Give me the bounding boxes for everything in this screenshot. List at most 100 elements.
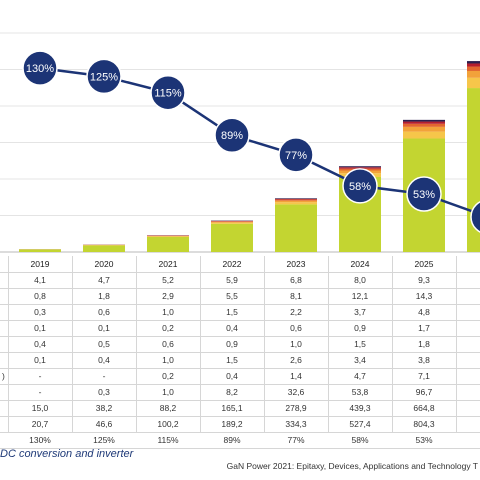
bar-segment <box>403 123 445 127</box>
table-cell: 278,9 <box>285 403 307 413</box>
table-cell: 165,1 <box>221 403 243 413</box>
bar-segment <box>275 199 317 201</box>
table-cell: 15,0 <box>31 403 49 413</box>
table-cell: 9 <box>456 400 480 416</box>
bar-segment <box>275 198 317 199</box>
table-cell: 664,8 <box>413 403 435 413</box>
table-cell: 0,4 <box>226 371 238 381</box>
table-cell: 5,9 <box>226 275 238 285</box>
table-cell: 0,6 <box>162 339 174 349</box>
table-cell <box>456 368 480 384</box>
year-header: 2 <box>456 256 480 272</box>
growth-marker <box>150 74 186 111</box>
growth-label: 89% <box>221 130 243 142</box>
table-cell <box>456 288 480 304</box>
table-row: 0,3 0,6 1,0 1,5 2,2 3,7 4,8 <box>0 304 480 321</box>
table-divider <box>72 256 73 432</box>
table-divider <box>136 256 137 432</box>
table-cell: 334,3 <box>285 419 307 429</box>
table-cell: 0,1 <box>98 323 110 333</box>
table-cell: 5,5 <box>226 291 238 301</box>
bar-segment <box>275 200 317 203</box>
table-row: 0,4 0,5 0,6 0,9 1,0 1,5 1,8 <box>0 336 480 353</box>
year-header: 2025 <box>414 259 434 269</box>
bar-segment <box>403 119 445 122</box>
growth-marker <box>470 201 480 233</box>
table-cell: 6,8 <box>290 275 302 285</box>
bar-segment <box>211 221 253 222</box>
table-cell: 1,8 <box>98 291 110 301</box>
table-divider <box>8 256 9 432</box>
chart-caption: DC conversion and inverter <box>0 448 134 460</box>
table-cell: 0,6 <box>290 323 302 333</box>
table-cell: 4,7 <box>98 275 110 285</box>
table-cell: 115% <box>157 435 179 445</box>
table-row: 0,8 1,8 2,9 5,5 8,1 12,1 14,3 <box>0 288 480 305</box>
table-row: - 0,3 1,0 8,2 32,6 53,8 96,7 1 <box>0 384 480 401</box>
table-cell: 0,3 <box>34 307 46 317</box>
table-cell: 2,9 <box>162 291 174 301</box>
bar-segment <box>19 249 61 252</box>
table-cell: 0,1 <box>34 323 46 333</box>
year-header: 2021 <box>158 259 178 269</box>
year-header: 2024 <box>350 259 370 269</box>
bar-segment <box>403 131 445 139</box>
table-cell: 2,2 <box>290 307 302 317</box>
table-cell: 9,3 <box>418 275 430 285</box>
table-cell: 88,2 <box>159 403 177 413</box>
bar-segment <box>211 223 253 252</box>
table-cell <box>456 272 480 288</box>
table-cell <box>456 320 480 336</box>
table-cell: 96,7 <box>415 387 433 397</box>
table-cell: 12,1 <box>351 291 369 301</box>
table-row: ) - - 0,2 0,4 1,4 4,7 7,1 <box>0 368 480 385</box>
table-cell: 1,0 <box>162 355 174 365</box>
growth-marker <box>342 168 378 204</box>
table-cell: 4,1 <box>34 275 46 285</box>
table-cell: 0,4 <box>98 355 110 365</box>
table-cell: 1,5 <box>354 339 366 349</box>
year-header: 2022 <box>222 259 242 269</box>
year-header: 2019 <box>30 259 50 269</box>
table-row: 0,1 0,1 0,2 0,4 0,6 0,9 1,7 <box>0 320 480 337</box>
table-cell: 4,7 <box>354 371 366 381</box>
table-cell: 3,8 <box>418 355 430 365</box>
table-cell: 3,7 <box>354 307 366 317</box>
table-cell: 53% <box>415 435 433 445</box>
table-cell: 0,1 <box>34 355 46 365</box>
table-cell: 1,7 <box>418 323 430 333</box>
source-note: GaN Power 2021: Epitaxy, Devices, Applic… <box>226 461 478 471</box>
table-cell: 1 <box>456 416 480 432</box>
table-cell: - <box>38 387 42 397</box>
table-row: 4,1 4,7 5,2 5,9 6,8 8,0 9,3 <box>0 272 480 289</box>
table-cell: 0,8 <box>34 291 46 301</box>
year-header: 2023 <box>286 259 306 269</box>
table-cell: 189,2 <box>221 419 243 429</box>
table-cell: 89% <box>223 435 241 445</box>
table-cell <box>456 336 480 352</box>
table-cell: 8,1 <box>290 291 302 301</box>
bar-segment <box>467 66 480 71</box>
table-cell <box>456 352 480 368</box>
bar-segment <box>467 61 480 64</box>
table-divider <box>456 256 457 432</box>
table-divider <box>264 256 265 432</box>
bar-segment <box>403 121 445 124</box>
table-cell: 5,2 <box>162 275 174 285</box>
table-cell: 0,4 <box>34 339 46 349</box>
row-label: ) <box>2 371 5 381</box>
growth-marker <box>278 137 314 173</box>
table-cell: 1,0 <box>162 307 174 317</box>
table-cell: 14,3 <box>415 291 433 301</box>
table-cell: 0,9 <box>226 339 238 349</box>
table-cell: 0,6 <box>98 307 110 317</box>
table-cell: 32,6 <box>287 387 305 397</box>
table-cell: 1,0 <box>162 387 174 397</box>
table-row: 20,7 46,6 100,2 189,2 334,3 527,4 804,3 1 <box>0 416 480 433</box>
table-cell: 77% <box>287 435 305 445</box>
bar-segment <box>147 236 189 252</box>
year-header: 2020 <box>94 259 114 269</box>
table-cell: 130% <box>29 435 51 445</box>
table-cell: 527,4 <box>349 419 371 429</box>
table-cell: 46,6 <box>95 419 113 429</box>
